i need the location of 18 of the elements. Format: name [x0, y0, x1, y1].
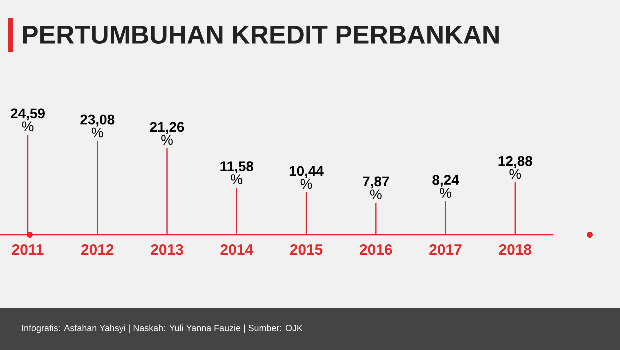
x-tick-label: 2012 — [82, 244, 114, 256]
data-label: 23,08 % — [80, 114, 115, 138]
x-tick-label: 2015 — [290, 244, 323, 256]
data-label: 8,24 % — [432, 175, 460, 198]
text: Infografis: Asfahan Yahsyi | Naskah: Yuli Yanna Fauzie | Sumber: OJK — [22, 324, 303, 334]
x-tick-label: 2017 — [430, 244, 462, 256]
data-label: 12,88 % — [498, 156, 532, 180]
x-tick-label: 2013 — [151, 244, 184, 256]
data-label: 7,87 % — [363, 176, 390, 200]
x-tick-label: 2018 — [499, 244, 532, 256]
data-label: 21,26 % — [150, 122, 184, 146]
x-tick-label: 2014 — [220, 244, 254, 256]
data-label: 24,59 % — [11, 108, 45, 132]
data-label: 11,58 % — [220, 162, 254, 184]
x-tick-label: 2011 — [12, 244, 44, 256]
chart-title: PERTUMBUHAN KREDIT PERBANKAN — [23, 26, 499, 44]
data-label: 10,44 % — [290, 166, 324, 190]
x-tick-label: 2016 — [360, 244, 392, 256]
